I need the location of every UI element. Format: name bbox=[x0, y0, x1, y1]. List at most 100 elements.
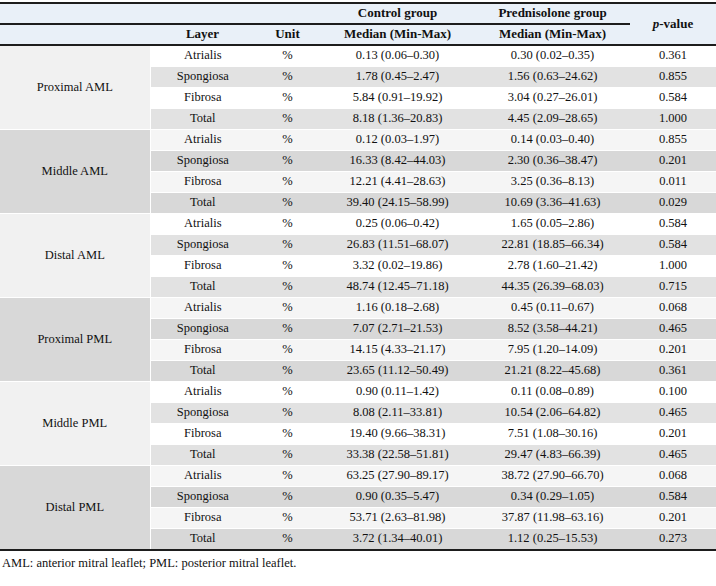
group-label: Middle AML bbox=[0, 130, 150, 214]
header-median-control: Median (Min-Max) bbox=[320, 24, 475, 45]
control-value-cell: 0.12 (0.03–1.97) bbox=[320, 130, 475, 151]
layer-cell: Spongiosa bbox=[150, 151, 255, 172]
p-suffix: -value bbox=[659, 16, 693, 31]
unit-cell: % bbox=[255, 151, 320, 172]
unit-cell: % bbox=[255, 109, 320, 130]
header-control-group: Control group bbox=[320, 3, 475, 24]
control-value-cell: 5.84 (0.91–19.92) bbox=[320, 88, 475, 109]
control-value-cell: 26.83 (11.51–68.07) bbox=[320, 235, 475, 256]
control-value-cell: 48.74 (12.45–71.18) bbox=[320, 277, 475, 298]
group-proximal-aml: Proximal AMLAtrialis%0.13 (0.06–0.30)0.3… bbox=[0, 45, 716, 130]
table-header: Control group Prednisolone group p-value… bbox=[0, 3, 716, 45]
group-label: Proximal AML bbox=[0, 45, 150, 130]
prednisolone-value-cell: 8.52 (3.58–44.21) bbox=[475, 319, 630, 340]
group-distal-pml: Distal PMLAtrialis%63.25 (27.90–89.17)38… bbox=[0, 466, 716, 551]
p-value-cell: 0.029 bbox=[630, 193, 716, 214]
unit-cell: % bbox=[255, 277, 320, 298]
p-value-cell: 0.273 bbox=[630, 529, 716, 551]
prednisolone-value-cell: 3.04 (0.27–26.01) bbox=[475, 88, 630, 109]
layer-cell: Fibrosa bbox=[150, 340, 255, 361]
unit-cell: % bbox=[255, 382, 320, 403]
unit-cell: % bbox=[255, 172, 320, 193]
layer-cell: Spongiosa bbox=[150, 487, 255, 508]
p-value-cell: 0.465 bbox=[630, 445, 716, 466]
control-value-cell: 0.25 (0.06–0.42) bbox=[320, 214, 475, 235]
group-middle-pml: Middle PMLAtrialis%0.90 (0.11–1.42)0.11 … bbox=[0, 382, 716, 466]
unit-cell: % bbox=[255, 529, 320, 551]
p-value-cell: 0.584 bbox=[630, 487, 716, 508]
unit-cell: % bbox=[255, 466, 320, 487]
unit-cell: % bbox=[255, 487, 320, 508]
layer-cell: Atrialis bbox=[150, 382, 255, 403]
group-label: Proximal PML bbox=[0, 298, 150, 382]
layer-cell: Spongiosa bbox=[150, 403, 255, 424]
table-row: Proximal AMLAtrialis%0.13 (0.06–0.30)0.3… bbox=[0, 45, 716, 67]
control-value-cell: 7.07 (2.71–21.53) bbox=[320, 319, 475, 340]
unit-cell: % bbox=[255, 45, 320, 67]
control-value-cell: 8.18 (1.36–20.83) bbox=[320, 109, 475, 130]
footnote: AML: anterior mitral leaflet; PML: poste… bbox=[0, 551, 716, 571]
unit-cell: % bbox=[255, 424, 320, 445]
control-value-cell: 3.32 (0.02–19.86) bbox=[320, 256, 475, 277]
p-value-cell: 1.000 bbox=[630, 256, 716, 277]
p-value-cell: 0.584 bbox=[630, 214, 716, 235]
control-value-cell: 3.72 (1.34–40.01) bbox=[320, 529, 475, 551]
unit-cell: % bbox=[255, 403, 320, 424]
layer-cell: Fibrosa bbox=[150, 508, 255, 529]
p-value-cell: 0.201 bbox=[630, 424, 716, 445]
table-row: Distal AMLAtrialis%0.25 (0.06–0.42)1.65 … bbox=[0, 214, 716, 235]
layer-cell: Spongiosa bbox=[150, 235, 255, 256]
control-value-cell: 63.25 (27.90–89.17) bbox=[320, 466, 475, 487]
header-p-value: p-value bbox=[630, 3, 716, 45]
prednisolone-value-cell: 10.69 (3.36–41.63) bbox=[475, 193, 630, 214]
p-value-cell: 0.201 bbox=[630, 508, 716, 529]
p-value-cell: 0.855 bbox=[630, 67, 716, 88]
table-row: Middle AMLAtrialis%0.12 (0.03–1.97)0.14 … bbox=[0, 130, 716, 151]
table-row: Proximal PMLAtrialis%1.16 (0.18–2.68)0.4… bbox=[0, 298, 716, 319]
prednisolone-value-cell: 4.45 (2.09–28.65) bbox=[475, 109, 630, 130]
unit-cell: % bbox=[255, 235, 320, 256]
prednisolone-value-cell: 44.35 (26.39–68.03) bbox=[475, 277, 630, 298]
control-value-cell: 16.33 (8.42–44.03) bbox=[320, 151, 475, 172]
p-value-cell: 0.201 bbox=[630, 151, 716, 172]
p-value-cell: 1.000 bbox=[630, 109, 716, 130]
group-label: Distal PML bbox=[0, 466, 150, 551]
layer-cell: Spongiosa bbox=[150, 319, 255, 340]
p-value-cell: 0.100 bbox=[630, 382, 716, 403]
control-value-cell: 14.15 (4.33–21.17) bbox=[320, 340, 475, 361]
p-value-cell: 0.361 bbox=[630, 361, 716, 382]
layer-cell: Fibrosa bbox=[150, 424, 255, 445]
control-value-cell: 23.65 (11.12–50.49) bbox=[320, 361, 475, 382]
layer-cell: Atrialis bbox=[150, 466, 255, 487]
p-value-cell: 0.584 bbox=[630, 88, 716, 109]
layer-cell: Fibrosa bbox=[150, 172, 255, 193]
unit-cell: % bbox=[255, 361, 320, 382]
control-value-cell: 1.78 (0.45–2.47) bbox=[320, 67, 475, 88]
control-value-cell: 12.21 (4.41–28.63) bbox=[320, 172, 475, 193]
layer-cell: Total bbox=[150, 193, 255, 214]
p-value-cell: 0.068 bbox=[630, 466, 716, 487]
table-row: Middle PMLAtrialis%0.90 (0.11–1.42)0.11 … bbox=[0, 382, 716, 403]
prednisolone-value-cell: 0.11 (0.08–0.89) bbox=[475, 382, 630, 403]
unit-cell: % bbox=[255, 67, 320, 88]
header-layer: Layer bbox=[150, 24, 255, 45]
p-value-cell: 0.855 bbox=[630, 130, 716, 151]
unit-cell: % bbox=[255, 319, 320, 340]
group-label: Middle PML bbox=[0, 382, 150, 466]
p-value-cell: 0.465 bbox=[630, 403, 716, 424]
layer-cell: Total bbox=[150, 277, 255, 298]
prednisolone-value-cell: 1.65 (0.05–2.86) bbox=[475, 214, 630, 235]
p-value-cell: 0.011 bbox=[630, 172, 716, 193]
group-label: Distal AML bbox=[0, 214, 150, 298]
header-unit: Unit bbox=[255, 24, 320, 45]
p-value-cell: 0.715 bbox=[630, 277, 716, 298]
group-proximal-pml: Proximal PMLAtrialis%1.16 (0.18–2.68)0.4… bbox=[0, 298, 716, 382]
layer-cell: Atrialis bbox=[150, 214, 255, 235]
p-value-cell: 0.068 bbox=[630, 298, 716, 319]
control-value-cell: 1.16 (0.18–2.68) bbox=[320, 298, 475, 319]
control-value-cell: 8.08 (2.11–33.81) bbox=[320, 403, 475, 424]
unit-cell: % bbox=[255, 340, 320, 361]
p-value-cell: 0.584 bbox=[630, 235, 716, 256]
leaflet-composition-table: Control group Prednisolone group p-value… bbox=[0, 2, 716, 551]
unit-cell: % bbox=[255, 214, 320, 235]
